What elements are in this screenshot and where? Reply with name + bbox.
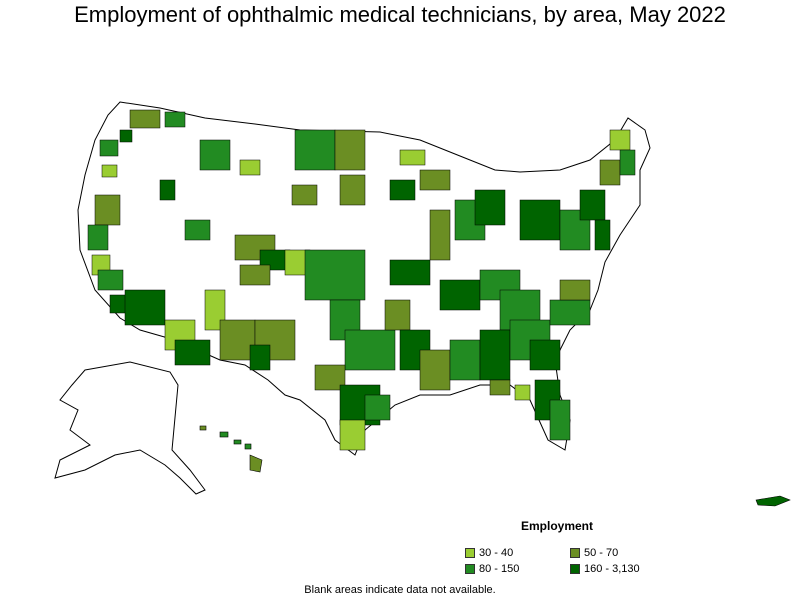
area-patch [339, 419, 366, 451]
alaska-outline [54, 361, 206, 495]
area-patch [599, 159, 621, 186]
legend-item: 160 - 3,130 [570, 563, 640, 575]
area-patch [87, 224, 109, 251]
legend-title: Employment [521, 519, 594, 533]
area-patch [291, 184, 318, 206]
area-patch [101, 164, 118, 178]
area-patch [419, 169, 451, 191]
area-patch [364, 394, 391, 421]
legend-label: 30 - 40 [479, 547, 514, 559]
area-patch [94, 194, 121, 226]
map-areas [87, 109, 636, 451]
legend-label: 80 - 150 [479, 563, 520, 575]
area-patch [239, 159, 261, 176]
area-patch [559, 279, 591, 301]
legend-swatch [465, 548, 475, 558]
area-patch [164, 111, 186, 128]
legend-swatch [570, 564, 580, 574]
area-patch [199, 139, 231, 171]
area-patch [449, 339, 481, 381]
area-patch [399, 149, 426, 166]
area-patch [384, 299, 411, 331]
area-patch [429, 209, 451, 261]
area-patch [334, 129, 366, 171]
area-patch [159, 179, 176, 201]
area-patch [99, 139, 119, 157]
puerto-rico [755, 495, 791, 507]
legend-swatch [465, 564, 475, 574]
area-patch [549, 399, 571, 441]
area-patch [474, 189, 506, 226]
legend-label: 50 - 70 [584, 547, 619, 559]
footnote: Blank areas indicate data not available. [304, 584, 496, 596]
area-patch [619, 149, 636, 176]
area-patch [294, 129, 336, 171]
area-patch [239, 264, 271, 286]
hawaii-islands [199, 425, 263, 473]
legend-item: 80 - 150 [465, 563, 519, 575]
area-patch [549, 299, 591, 326]
area-patch [249, 344, 271, 371]
area-patch [529, 339, 561, 371]
area-patch [479, 329, 511, 381]
legend-item: 30 - 40 [465, 547, 513, 559]
map-title: Employment of ophthalmic medical technic… [74, 2, 726, 27]
area-patch [489, 379, 511, 396]
area-patch [419, 349, 451, 391]
legend-swatch [570, 548, 580, 558]
area-patch [344, 329, 396, 371]
legend-label: 160 - 3,130 [584, 563, 640, 575]
area-patch [519, 199, 561, 241]
area-patch [119, 129, 133, 143]
area-patch [439, 279, 481, 311]
area-patch [124, 289, 166, 326]
area-patch [389, 179, 416, 201]
area-patch [609, 129, 631, 151]
area-patch [97, 269, 124, 291]
area-patch [129, 109, 161, 129]
area-patch [184, 219, 211, 241]
area-patch [339, 174, 366, 206]
area-patch [389, 259, 431, 286]
area-patch [174, 339, 211, 366]
area-patch [514, 384, 531, 401]
area-patch [304, 249, 366, 301]
area-patch [594, 219, 611, 251]
legend-item: 50 - 70 [570, 547, 618, 559]
area-patch [579, 189, 606, 221]
